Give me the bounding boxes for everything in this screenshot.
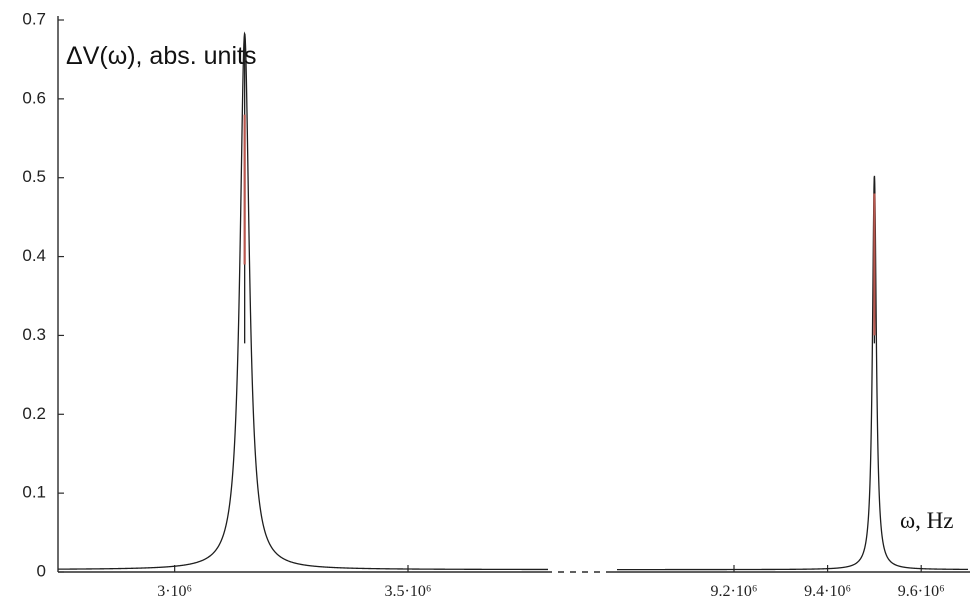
x-tick-label: 9.4·10⁶ bbox=[804, 583, 851, 600]
y-tick-label: 0.3 bbox=[22, 325, 46, 344]
resonance-curves bbox=[58, 31, 968, 571]
y-tick-label: 0.4 bbox=[22, 246, 46, 265]
y-tick-label: 0.2 bbox=[22, 404, 46, 423]
y-ticks: 0 0.1 0.2 0.3 0.4 0.5 0.6 0.7 bbox=[22, 9, 64, 580]
y-tick-label: 0 bbox=[37, 561, 46, 580]
y-tick-label: 0.6 bbox=[22, 88, 46, 107]
resonance-curve bbox=[58, 31, 548, 571]
x-tick-label: 3·10⁶ bbox=[157, 583, 192, 600]
x-axis-label: ω, Hz bbox=[900, 508, 953, 533]
y-tick-label: 0.7 bbox=[22, 9, 46, 28]
y-tick-label: 0.5 bbox=[22, 167, 46, 186]
y-axis-label: ΔV(ω), abs. units bbox=[66, 42, 256, 70]
x-tick-label: 9.6·10⁶ bbox=[898, 583, 945, 600]
resonance-curve bbox=[617, 175, 968, 571]
y-tick-label: 0.1 bbox=[22, 483, 46, 502]
x-tick-label: 3.5·10⁶ bbox=[385, 583, 432, 600]
x-tick-label: 9.2·10⁶ bbox=[711, 583, 758, 600]
x-ticks: 3·10⁶ 3.5·10⁶ 9.2·10⁶ 9.4·10⁶ 9.6·10⁶ bbox=[157, 565, 945, 600]
